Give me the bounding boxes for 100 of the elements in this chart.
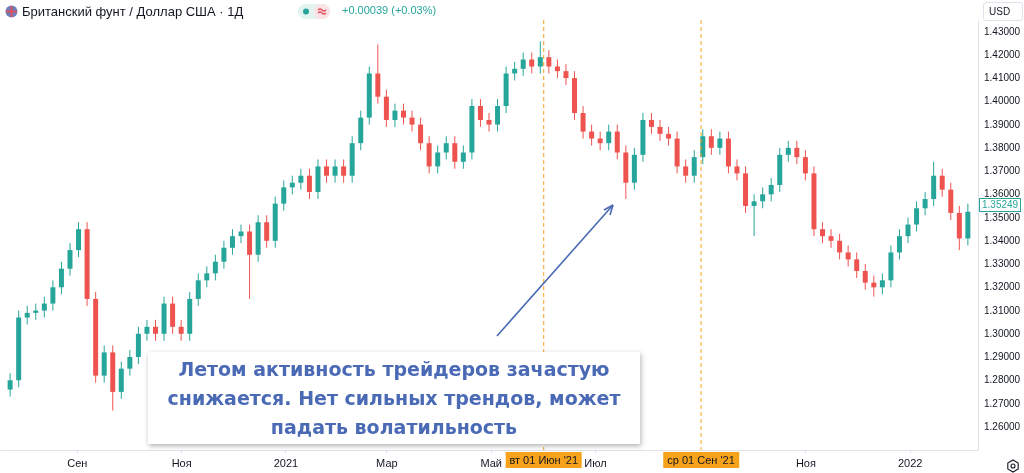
candlestick bbox=[648, 112, 654, 135]
candlestick bbox=[400, 103, 406, 126]
y-tick-label: 1.31000 bbox=[984, 304, 1021, 316]
x-tick-label: Май bbox=[480, 456, 502, 469]
candlestick bbox=[324, 158, 330, 184]
x-tick-label: Сен bbox=[67, 456, 88, 469]
candlestick bbox=[135, 326, 141, 365]
candlestick bbox=[264, 214, 270, 249]
candlestick bbox=[375, 43, 381, 105]
candlestick bbox=[905, 217, 911, 244]
y-tick-label: 1.37000 bbox=[984, 165, 1021, 177]
candlestick bbox=[837, 233, 843, 260]
y-tick-label: 1.30000 bbox=[984, 327, 1021, 339]
candlestick bbox=[717, 131, 723, 156]
candlestick bbox=[204, 265, 210, 288]
candlestick bbox=[178, 319, 184, 342]
candlestick bbox=[50, 279, 56, 312]
x-tick-label: Ноя bbox=[795, 456, 816, 469]
candlestick bbox=[794, 140, 800, 165]
candlestick bbox=[537, 40, 543, 74]
candlestick bbox=[298, 168, 304, 191]
candlestick bbox=[229, 228, 235, 256]
candlestick bbox=[460, 145, 466, 170]
candlestick bbox=[452, 135, 458, 170]
candlestick bbox=[820, 221, 825, 244]
candlestick bbox=[477, 98, 483, 128]
candlestick bbox=[939, 168, 945, 198]
candlestick bbox=[7, 372, 13, 398]
x-tick-label: Мар bbox=[376, 456, 398, 469]
candlestick bbox=[580, 105, 586, 140]
candlestick bbox=[24, 305, 30, 325]
candlestick bbox=[879, 272, 885, 295]
candlestick bbox=[554, 59, 560, 79]
candlestick bbox=[383, 89, 389, 128]
text: 1.35249 bbox=[979, 198, 1022, 212]
y-tick-label: 1.28000 bbox=[984, 374, 1021, 386]
y-tick-label: 1.29000 bbox=[984, 351, 1021, 363]
candlestick bbox=[520, 52, 526, 77]
candlestick bbox=[341, 158, 347, 184]
candlestick bbox=[118, 361, 124, 400]
candlestick bbox=[922, 191, 928, 216]
candlestick bbox=[58, 261, 64, 295]
candlestick bbox=[802, 149, 808, 181]
ref-line-label: вт 01 Июн '21 bbox=[505, 452, 583, 468]
x-tick-label: Июл bbox=[584, 456, 607, 469]
candlestick bbox=[734, 158, 740, 181]
candlestick bbox=[486, 112, 492, 133]
candlestick bbox=[101, 344, 107, 384]
text: USD bbox=[983, 2, 1024, 21]
candlestick bbox=[896, 228, 902, 260]
candlestick bbox=[768, 177, 774, 202]
candlestick bbox=[144, 319, 150, 342]
candlestick bbox=[657, 119, 663, 142]
annotation: Летом активность трейдеров зачастую снижается. Нет сильных трендов, может падать волатильность bbox=[148, 352, 640, 444]
candlestick bbox=[212, 254, 218, 281]
x-tick-label: Ноя bbox=[171, 456, 192, 469]
candlestick bbox=[392, 103, 398, 128]
candlestick bbox=[76, 221, 82, 258]
candlestick bbox=[426, 135, 432, 174]
y-tick-label: 1.36000 bbox=[984, 188, 1021, 200]
ref-line-label: ср 01 Сен '21 bbox=[663, 452, 739, 468]
y-tick-label: 1.41000 bbox=[984, 72, 1021, 84]
y-tick-label: 1.26000 bbox=[984, 420, 1021, 432]
y-tick-label: 1.32000 bbox=[984, 281, 1021, 293]
candlestick bbox=[195, 272, 201, 307]
candlestick bbox=[332, 158, 338, 184]
candlestick bbox=[666, 126, 672, 147]
candlestick bbox=[785, 140, 791, 163]
candlestick bbox=[854, 251, 860, 279]
y-tick-label: 1.33000 bbox=[984, 258, 1021, 270]
y-tick-label: 1.38000 bbox=[984, 141, 1021, 153]
candlestick bbox=[247, 224, 253, 300]
candlestick bbox=[708, 128, 714, 156]
candlestick bbox=[495, 98, 501, 133]
candlestick bbox=[170, 296, 176, 335]
candlestick bbox=[606, 124, 612, 151]
candlestick bbox=[435, 145, 441, 174]
candlestick bbox=[443, 135, 449, 160]
candlestick bbox=[589, 124, 595, 147]
candlestick bbox=[691, 149, 697, 184]
candlestick bbox=[127, 349, 133, 377]
candlestick bbox=[41, 296, 47, 319]
candlestick bbox=[67, 242, 73, 277]
candlestick bbox=[409, 110, 415, 133]
candlestick bbox=[614, 124, 620, 160]
candlestick bbox=[862, 263, 868, 291]
candlestick bbox=[221, 240, 227, 270]
candlestick bbox=[683, 158, 689, 184]
y-tick-label: 1.27000 bbox=[984, 397, 1021, 409]
candlestick bbox=[931, 161, 937, 207]
candlestick bbox=[281, 179, 287, 212]
y-tick-label: 1.34000 bbox=[984, 234, 1021, 246]
candlestick bbox=[751, 193, 757, 237]
candlestick bbox=[546, 49, 552, 74]
y-tick-label: 1.39000 bbox=[984, 118, 1021, 130]
x-tick-label: 2021 bbox=[273, 456, 299, 469]
y-tick-label: 1.35000 bbox=[984, 211, 1021, 223]
candlestick bbox=[948, 182, 954, 221]
y-tick-label: 1.40000 bbox=[984, 95, 1021, 107]
chart-title: Британский фунт / Доллар США · 1Д bbox=[22, 4, 244, 19]
